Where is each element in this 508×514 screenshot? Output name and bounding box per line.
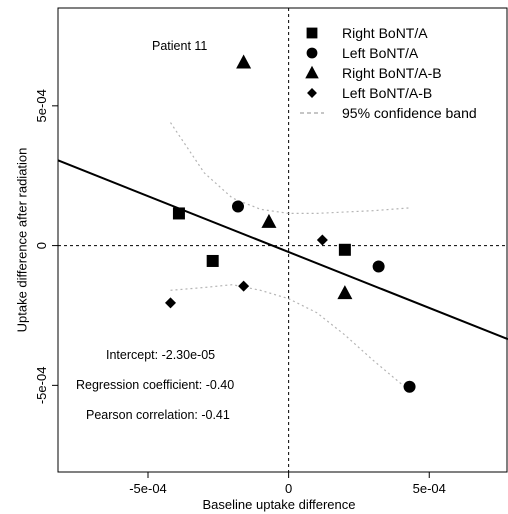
x-tick-label: 5e-04: [413, 481, 446, 496]
x-axis-label: Baseline uptake difference: [203, 497, 356, 512]
legend: Right BoNT/A Left BoNT/A Right BoNT/A-B Lef…: [300, 25, 477, 121]
confidence-band-upper: [170, 122, 410, 214]
intercept-annotation: Intercept: -2.30e-05: [106, 348, 215, 362]
data-point-square-3: [338, 243, 351, 256]
confidence-band-lower: [170, 284, 410, 392]
x-tick-label: 0: [285, 481, 292, 496]
x-axis-ticks: -5e-04 0 5e-04: [129, 472, 446, 496]
data-point-square-1: [172, 207, 185, 220]
y-axis-label: Uptake difference after radiation: [15, 148, 30, 333]
legend-marker-square: [306, 27, 318, 39]
y-axis-ticks: -5e-04 0 5e-04: [34, 89, 58, 404]
data-point-circle-2: [372, 260, 385, 273]
regression-coefficient-annotation: Regression coefficient: -0.40: [76, 378, 234, 392]
y-tick-label: -5e-04: [34, 367, 49, 405]
legend-marker-circle: [306, 47, 318, 59]
confidence-band: [170, 122, 410, 392]
legend-label: Left BoNT/A: [342, 45, 419, 61]
legend-label: Left BoNT/A-B: [342, 85, 432, 101]
x-tick-label: -5e-04: [129, 481, 167, 496]
data-point-triangle-3: [337, 285, 353, 300]
data-point-triangle-1: [236, 54, 252, 69]
legend-label: Right BoNT/A-B: [342, 65, 442, 81]
plot-frame: [57, 7, 508, 473]
data-point-diamond-2: [238, 280, 250, 292]
data-point-circle-1: [232, 200, 244, 213]
regression-line-group: [57, 159, 508, 341]
patient-11-annotation: Patient 11: [152, 39, 207, 53]
data-point-diamond-3: [316, 234, 328, 246]
zero-reference-lines: [58, 8, 508, 472]
data-point-square-2: [206, 254, 219, 267]
regression-line: [57, 159, 508, 341]
data-point-diamond-1: [165, 297, 176, 309]
legend-label: Right BoNT/A: [342, 25, 428, 41]
legend-marker-diamond: [307, 88, 317, 98]
pearson-correlation-annotation: Pearson correlation: -0.41: [86, 408, 230, 422]
data-point-triangle-2: [261, 213, 277, 228]
y-tick-label: 5e-04: [34, 89, 49, 122]
legend-label: 95% confidence band: [342, 105, 477, 121]
data-points: [165, 54, 416, 393]
y-tick-label: 0: [34, 242, 49, 249]
data-point-circle-3: [403, 380, 416, 393]
legend-marker-triangle: [305, 65, 319, 79]
